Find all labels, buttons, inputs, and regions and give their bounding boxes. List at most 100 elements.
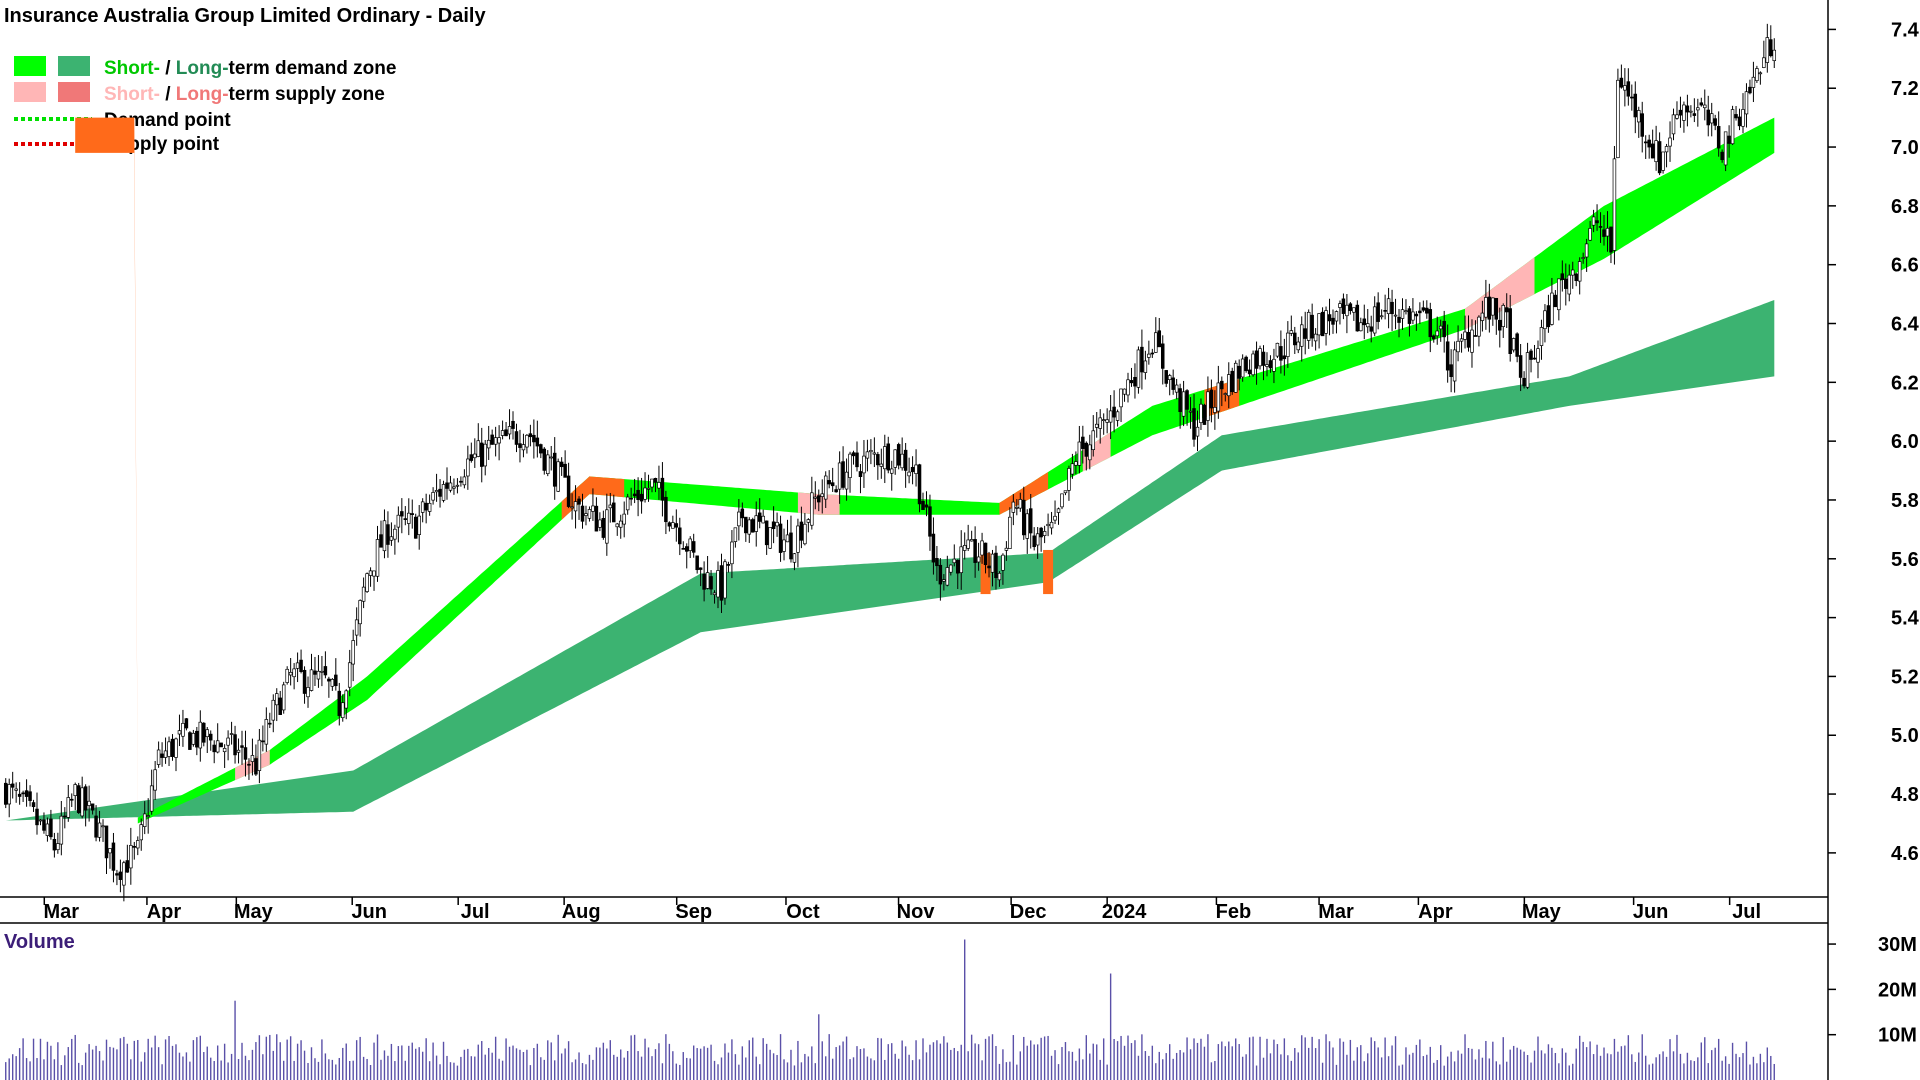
candle-body-20 bbox=[73, 784, 77, 796]
candle-body-30 bbox=[108, 848, 112, 854]
candle-body-134 bbox=[469, 454, 474, 461]
x-tick-label-5: Aug bbox=[562, 901, 601, 923]
candle-body-449 bbox=[1564, 278, 1568, 289]
candle-body-332 bbox=[1157, 330, 1162, 348]
candle-body-446 bbox=[1553, 294, 1558, 308]
candle-body-205 bbox=[716, 570, 720, 598]
candle-body-264 bbox=[921, 500, 925, 510]
legend-demand-rest: term demand zone bbox=[229, 58, 397, 79]
candle-body-14 bbox=[52, 838, 57, 851]
candle-body-125 bbox=[438, 488, 442, 497]
candle-body-372 bbox=[1296, 341, 1301, 351]
candle-body-272 bbox=[949, 564, 953, 573]
candle-body-222 bbox=[775, 521, 779, 527]
x-tick-label-13: Apr bbox=[1418, 901, 1453, 923]
candle-body-174 bbox=[608, 504, 613, 509]
candle-body-476 bbox=[1657, 141, 1662, 174]
candle-body-373 bbox=[1299, 324, 1304, 347]
candle-body-95 bbox=[334, 674, 338, 687]
legend-long-supply-swatch bbox=[58, 82, 90, 102]
candle-body-245 bbox=[855, 452, 859, 468]
price-tick-label-13: 4.8 bbox=[1891, 784, 1919, 806]
candle-body-339 bbox=[1181, 391, 1186, 417]
candle-body-346 bbox=[1206, 391, 1210, 421]
candle-body-296 bbox=[1032, 535, 1036, 548]
candle-body-417 bbox=[1452, 349, 1457, 382]
candle-body-254 bbox=[886, 443, 891, 471]
candle-body-230 bbox=[803, 523, 807, 545]
candle-body-319 bbox=[1112, 406, 1116, 418]
candle-body-289 bbox=[1008, 516, 1012, 549]
candle-body-352 bbox=[1227, 374, 1231, 397]
candle-body-363 bbox=[1265, 364, 1269, 367]
candle-body-415 bbox=[1445, 341, 1450, 371]
candle-body-116 bbox=[407, 512, 411, 524]
candle-body-32 bbox=[115, 873, 119, 876]
candle-body-438 bbox=[1525, 352, 1530, 388]
legend-demand-short: Short- bbox=[104, 58, 160, 79]
candle-body-137 bbox=[479, 442, 484, 467]
candle-body-65 bbox=[229, 733, 234, 735]
candle-body-505 bbox=[1758, 72, 1763, 75]
candle-body-184 bbox=[643, 487, 647, 500]
candle-body-421 bbox=[1466, 331, 1471, 348]
candle-body-458 bbox=[1595, 220, 1599, 224]
candle-body-432 bbox=[1504, 307, 1509, 313]
candle-body-204 bbox=[712, 592, 717, 595]
candle-body-337 bbox=[1174, 384, 1179, 393]
legend-demand-long: Long- bbox=[176, 58, 229, 79]
candle-body-43 bbox=[153, 769, 157, 791]
price-tick-label-10: 5.4 bbox=[1891, 608, 1920, 630]
candle-body-68 bbox=[240, 745, 244, 748]
x-axis: Mar Apr May Jun Jul Aug Sep Oct Nov Dec 2024 Feb Mar… bbox=[43, 897, 1761, 923]
candle-body-370 bbox=[1289, 330, 1294, 334]
candle-body-317 bbox=[1105, 419, 1109, 423]
candle-body-464 bbox=[1616, 79, 1620, 159]
candle-body-276 bbox=[962, 545, 967, 551]
candle-body-357 bbox=[1244, 356, 1248, 372]
candle-body-300 bbox=[1046, 523, 1050, 527]
candle-body-73 bbox=[257, 739, 262, 771]
candle-body-33 bbox=[118, 871, 123, 880]
candle-body-488 bbox=[1699, 102, 1704, 106]
candle-body-366 bbox=[1275, 342, 1280, 357]
candle-body-298 bbox=[1039, 527, 1043, 538]
candle-body-7 bbox=[28, 791, 32, 801]
candle-body-108 bbox=[379, 534, 383, 548]
candle-body-21 bbox=[76, 785, 81, 813]
candle-body-410 bbox=[1428, 309, 1433, 338]
candle-body-347 bbox=[1209, 389, 1214, 409]
candle-body-138 bbox=[483, 443, 487, 467]
candle-body-236 bbox=[823, 475, 828, 500]
candle-body-324 bbox=[1129, 380, 1134, 384]
candle-body-246 bbox=[858, 471, 863, 478]
candle-body-119 bbox=[417, 515, 421, 535]
candle-body-2 bbox=[10, 783, 15, 788]
candle-body-382 bbox=[1331, 317, 1335, 325]
candle-body-384 bbox=[1338, 303, 1342, 308]
candle-body-144 bbox=[504, 429, 508, 437]
candle-body-162 bbox=[566, 475, 571, 507]
price-tick-label-1: 7.2 bbox=[1891, 78, 1919, 100]
candle-body-416 bbox=[1449, 364, 1453, 378]
candle-body-358 bbox=[1247, 369, 1252, 375]
candle-body-191 bbox=[667, 522, 672, 527]
candle-body-409 bbox=[1425, 307, 1429, 314]
candle-body-122 bbox=[427, 502, 432, 512]
candle-body-79 bbox=[278, 697, 282, 715]
candle-body-169 bbox=[591, 505, 595, 512]
candle-body-114 bbox=[400, 511, 404, 517]
candle-body-396 bbox=[1379, 315, 1384, 318]
candle-body-480 bbox=[1671, 114, 1676, 135]
candle-body-201 bbox=[702, 573, 706, 590]
candle-body-54 bbox=[191, 732, 196, 745]
candle-body-367 bbox=[1279, 346, 1283, 361]
candle-body-483 bbox=[1682, 104, 1686, 121]
candle-body-496 bbox=[1727, 135, 1731, 144]
candle-body-248 bbox=[865, 451, 870, 459]
candle-body-499 bbox=[1737, 116, 1742, 127]
candle-body-86 bbox=[302, 669, 307, 694]
candle-body-279 bbox=[973, 539, 977, 563]
candle-body-170 bbox=[594, 505, 599, 532]
candle-body-28 bbox=[101, 825, 105, 828]
